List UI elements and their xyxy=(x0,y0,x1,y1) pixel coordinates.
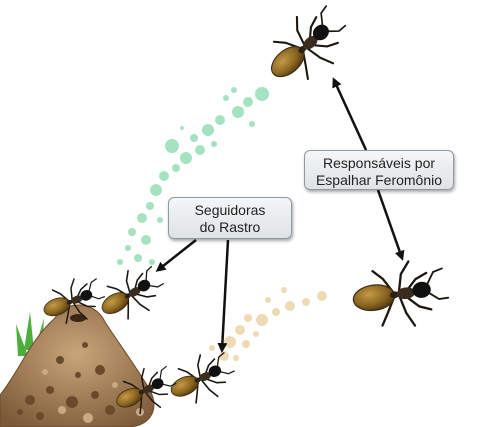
arrow-icon-followers-left xyxy=(155,239,197,272)
beige-pheromone-trail xyxy=(209,287,327,361)
ant-icon-spreader-top xyxy=(254,0,360,99)
followers-label-line1: Seguidoras xyxy=(194,202,266,218)
followers-label-line2: do Rastro xyxy=(199,219,261,235)
anthill-icon xyxy=(0,304,155,427)
arrow-icon-followers-down xyxy=(217,239,230,353)
followers-label: Seguidoras do Rastro xyxy=(168,197,292,239)
spreaders-label: Responsáveis por Espalhar Feromônio xyxy=(304,150,454,190)
arrow-icons xyxy=(155,77,405,353)
spreaders-label-line1: Responsáveis por xyxy=(322,155,436,171)
green-pheromone-trail xyxy=(117,87,269,265)
arrow-icon-spreaders-down xyxy=(376,189,405,261)
spreaders-label-line2: Espalhar Feromônio xyxy=(315,172,443,188)
arrow-icon-spreaders-up xyxy=(332,77,368,151)
ant-icon-spreader-bottom xyxy=(347,255,453,335)
ant-icon-follower-3 xyxy=(161,344,242,415)
